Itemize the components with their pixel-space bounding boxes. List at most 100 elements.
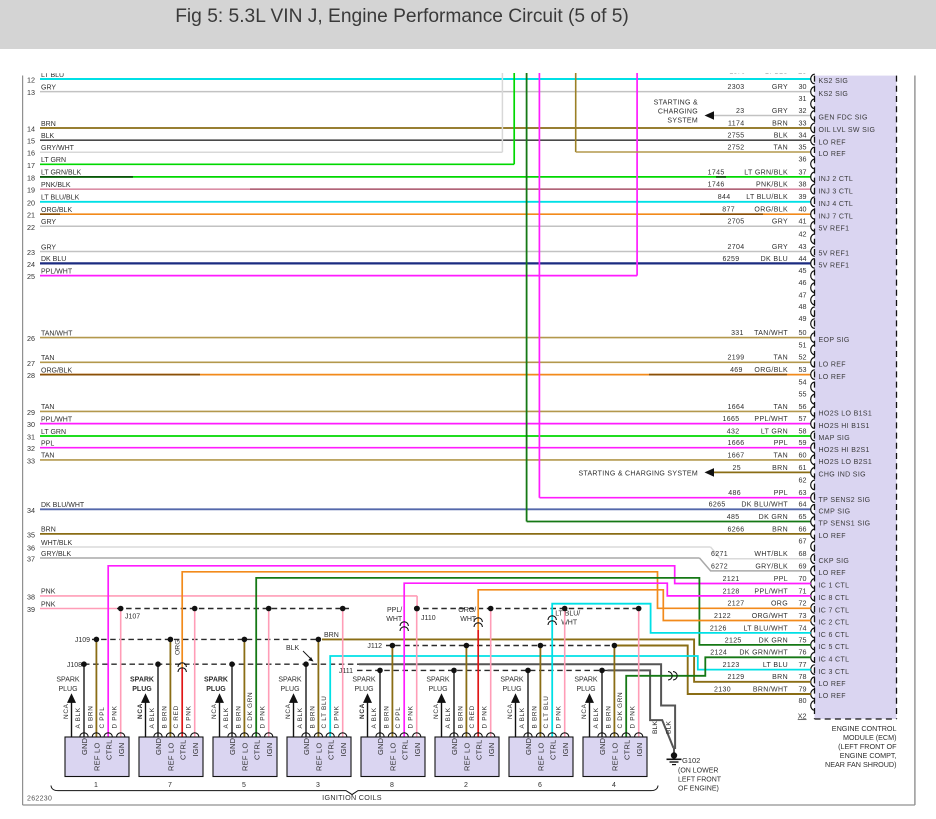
svg-text:CHG IND SIG: CHG IND SIG: [819, 472, 866, 479]
svg-text:23: 23: [736, 108, 745, 115]
svg-text:4: 4: [612, 782, 616, 789]
svg-text:57: 57: [799, 414, 807, 423]
svg-text:D PNK: D PNK: [482, 705, 489, 728]
svg-text:61: 61: [799, 463, 807, 472]
svg-text:LT BLU/BLK: LT BLU/BLK: [41, 195, 80, 202]
svg-text:25: 25: [733, 465, 742, 472]
svg-text:TAN/WHT: TAN/WHT: [754, 330, 788, 337]
svg-text:2124: 2124: [710, 650, 727, 657]
svg-text:PNK: PNK: [41, 589, 56, 596]
svg-text:6271: 6271: [711, 551, 728, 558]
svg-text:56: 56: [799, 402, 807, 411]
svg-text:BLK: BLK: [41, 133, 55, 140]
svg-text:KS2 SIG: KS2 SIG: [819, 91, 849, 98]
svg-text:A BLK: A BLK: [297, 707, 304, 728]
svg-text:LO REF: LO REF: [819, 681, 846, 688]
svg-text:6: 6: [538, 782, 542, 789]
svg-text:GEN FDC SIG: GEN FDC SIG: [819, 115, 868, 122]
svg-text:LO REF: LO REF: [819, 570, 846, 577]
svg-text:BRN: BRN: [772, 526, 788, 533]
svg-text:NCA: NCA: [137, 703, 144, 719]
svg-text:49: 49: [799, 314, 807, 323]
svg-text:PPL/WHT: PPL/WHT: [754, 416, 788, 423]
svg-text:33: 33: [799, 118, 807, 127]
svg-text:D PNK: D PNK: [112, 705, 119, 728]
svg-text:IC 7 CTL: IC 7 CTL: [819, 608, 850, 615]
svg-text:REF LO: REF LO: [389, 743, 398, 772]
svg-text:20: 20: [27, 198, 35, 207]
svg-text:36: 36: [27, 544, 35, 553]
svg-text:SPARK: SPARK: [574, 677, 598, 684]
svg-text:LEFT FRONT: LEFT FRONT: [678, 777, 722, 784]
svg-text:INJ 7 CTL: INJ 7 CTL: [819, 213, 854, 220]
svg-text:23: 23: [27, 248, 35, 257]
svg-text:71: 71: [799, 586, 807, 595]
svg-text:LO REF: LO REF: [819, 362, 846, 369]
svg-text:2303: 2303: [728, 84, 745, 91]
svg-text:50: 50: [799, 328, 807, 337]
svg-text:73: 73: [799, 611, 807, 620]
svg-text:CHARGING: CHARGING: [658, 108, 698, 115]
svg-text:66: 66: [799, 524, 807, 533]
svg-text:ORG/BLK: ORG/BLK: [41, 367, 72, 374]
svg-text:63: 63: [799, 488, 807, 497]
svg-text:NCA: NCA: [359, 703, 366, 719]
svg-text:14: 14: [27, 125, 35, 134]
svg-text:IGN: IGN: [117, 742, 126, 756]
svg-text:PPL: PPL: [774, 440, 788, 447]
svg-text:GRY: GRY: [41, 244, 56, 251]
svg-text:IC 4 CTL: IC 4 CTL: [819, 657, 850, 664]
svg-text:B BRN: B BRN: [605, 705, 612, 728]
svg-text:LT BLU: LT BLU: [41, 72, 64, 79]
svg-text:CTRL: CTRL: [104, 740, 113, 761]
svg-text:ORG: ORG: [175, 640, 182, 655]
svg-text:DK GRN: DK GRN: [759, 637, 788, 644]
svg-text:OF ENGINE): OF ENGINE): [678, 786, 719, 793]
svg-text:45: 45: [799, 266, 807, 275]
svg-text:2129: 2129: [728, 674, 745, 681]
svg-text:LO REF: LO REF: [819, 693, 846, 700]
svg-text:24: 24: [27, 260, 35, 269]
svg-text:2130: 2130: [714, 686, 731, 693]
svg-text:77: 77: [799, 660, 807, 669]
svg-text:MAP SIG: MAP SIG: [819, 435, 851, 442]
svg-text:C PPL: C PPL: [395, 707, 402, 729]
svg-text:2705: 2705: [728, 219, 745, 226]
svg-text:2123: 2123: [723, 662, 740, 669]
svg-text:51: 51: [799, 340, 807, 349]
svg-text:13: 13: [27, 88, 35, 97]
svg-text:36: 36: [799, 154, 807, 163]
svg-text:INJ 2 CTL: INJ 2 CTL: [819, 176, 854, 183]
svg-text:TAN: TAN: [773, 404, 788, 411]
svg-text:WHT: WHT: [460, 616, 477, 623]
svg-text:TP SENS2 SIG: TP SENS2 SIG: [819, 497, 871, 504]
svg-text:LT BLU/WHT: LT BLU/WHT: [744, 625, 789, 632]
svg-text:2752: 2752: [728, 144, 745, 151]
svg-text:GRY/BLK: GRY/BLK: [755, 563, 788, 570]
svg-text:ORG/BLK: ORG/BLK: [41, 207, 72, 214]
svg-text:74: 74: [799, 623, 807, 632]
svg-text:J109: J109: [75, 637, 90, 644]
svg-text:2127: 2127: [728, 601, 745, 608]
svg-text:PLUG: PLUG: [502, 686, 521, 693]
svg-text:3: 3: [316, 782, 320, 789]
svg-text:CTRL: CTRL: [548, 740, 557, 761]
svg-text:5V REF1: 5V REF1: [819, 263, 850, 270]
svg-text:BRN: BRN: [41, 121, 56, 128]
svg-text:IC 8 CTL: IC 8 CTL: [819, 595, 850, 602]
svg-text:BRN: BRN: [772, 674, 788, 681]
svg-text:ENGINE COMPT,: ENGINE COMPT,: [840, 751, 897, 760]
svg-text:42: 42: [799, 229, 807, 238]
svg-text:TAN: TAN: [773, 452, 788, 459]
svg-text:BRN/WHT: BRN/WHT: [753, 686, 788, 693]
svg-text:19: 19: [27, 186, 35, 195]
svg-text:BLK: BLK: [665, 721, 672, 734]
svg-text:PLUG: PLUG: [354, 686, 373, 693]
svg-text:32: 32: [799, 106, 807, 115]
svg-text:GRY: GRY: [772, 108, 788, 115]
svg-text:NCA: NCA: [507, 703, 514, 719]
svg-text:SPARK: SPARK: [500, 677, 524, 684]
svg-text:X2: X2: [798, 711, 807, 720]
svg-text:CTRL: CTRL: [178, 740, 187, 761]
svg-text:NCA: NCA: [433, 703, 440, 719]
